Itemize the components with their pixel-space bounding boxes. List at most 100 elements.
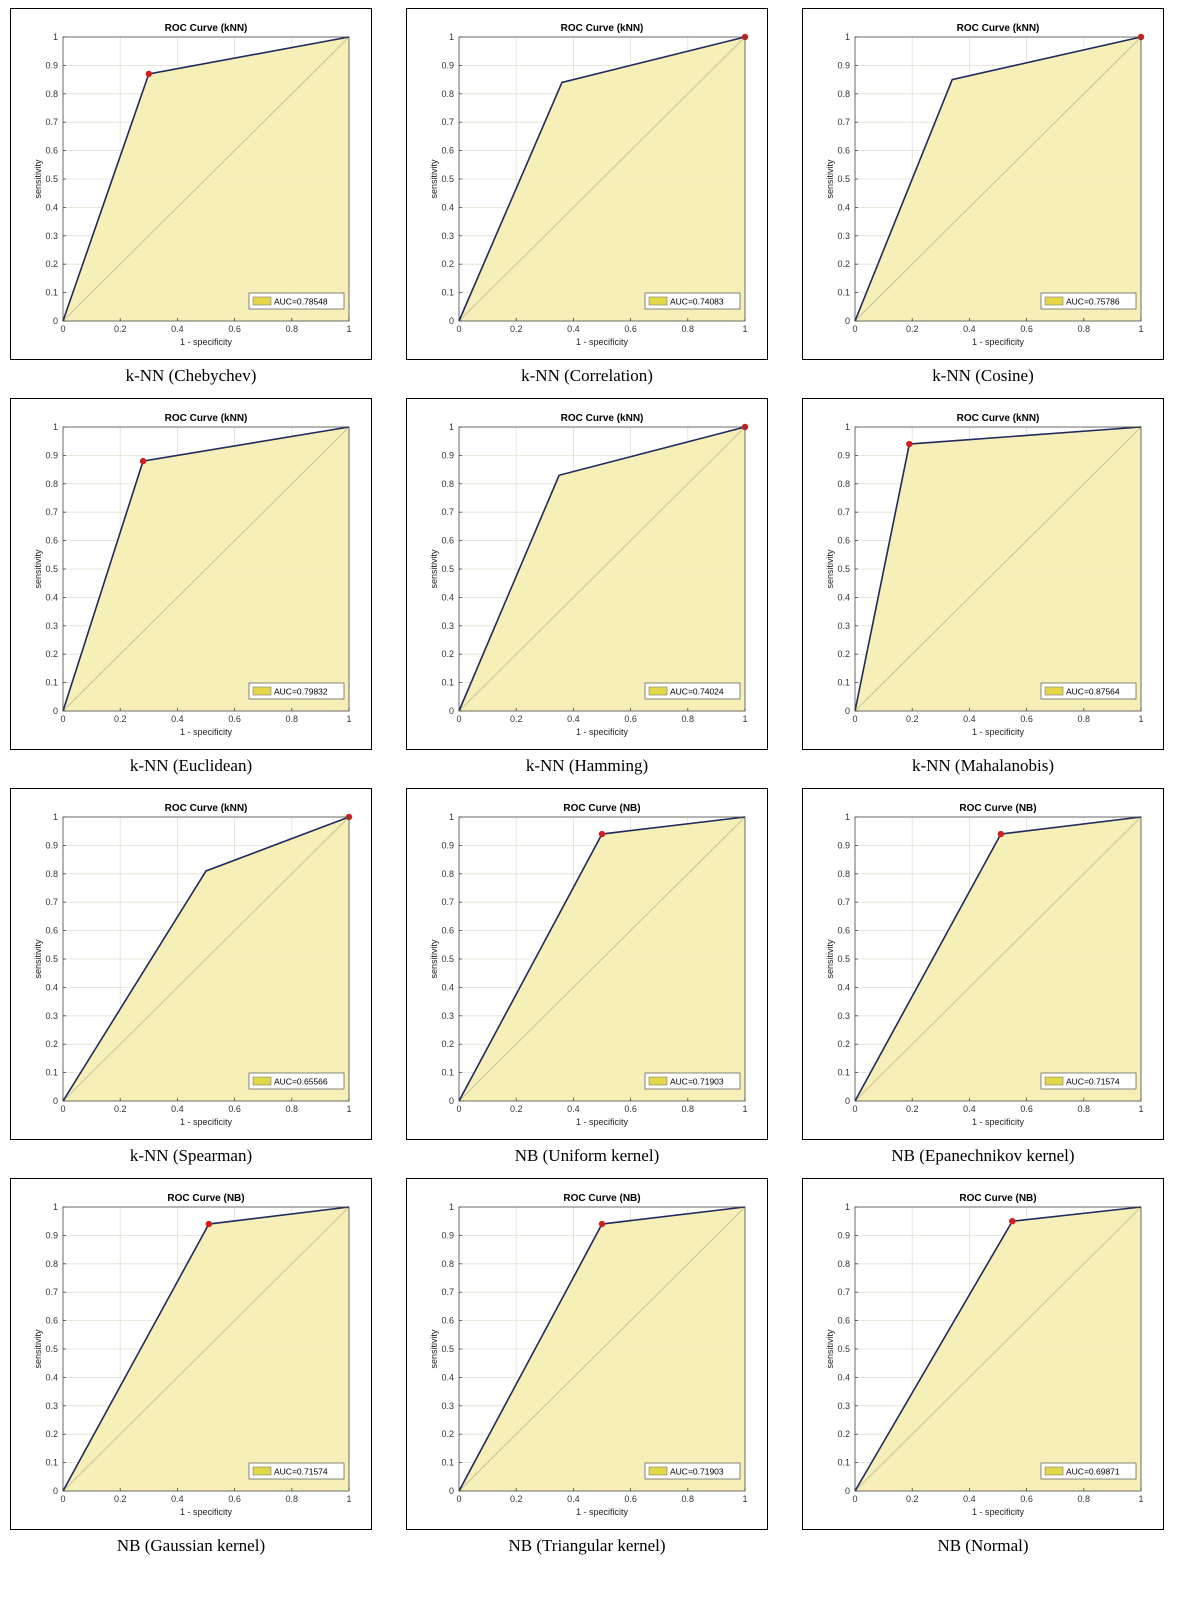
chance-diagonal	[458, 426, 746, 712]
y-tick-label: 0.2	[441, 1039, 454, 1049]
y-tick-label: 0.7	[837, 117, 850, 127]
y-tick-label: 0	[53, 706, 58, 716]
auc-label: AUC=0.87564	[1066, 687, 1120, 697]
y-tick-label: 0.3	[45, 1011, 58, 1021]
legend-swatch	[1044, 296, 1064, 306]
y-tick-label: 1	[845, 812, 850, 822]
y-tick-label: 0.8	[441, 869, 454, 879]
x-tick-label: 0.2	[510, 324, 523, 334]
y-tick-label: 0.8	[837, 1259, 850, 1269]
roc-chart-panel: 0 0.2 0.4 0.6 0.8 1 0 0.1 0.2 0.3 0.4 0.5 0.6 0.7 0.8 0…	[802, 8, 1164, 360]
y-tick-label: 0.7	[837, 1287, 850, 1297]
roc-chart-cell: 0 0.2 0.4 0.6 0.8 1 0 0.1 0.2 0.3 0.4 0.5 0.6 0.7 0.8 0…	[792, 398, 1164, 793]
roc-chart-svg: 0 0.2 0.4 0.6 0.8 1 0 0.1 0.2 0.3 0.4 0.5 0.6 0.7 0.8 0…	[825, 413, 1144, 737]
y-tick-label: 0.1	[837, 1458, 850, 1468]
y-tick-label: 0.3	[837, 621, 850, 631]
x-axis-label: 1 - specificity	[972, 1507, 1025, 1517]
y-tick-label: 0.2	[45, 1429, 58, 1439]
roc-chart-svg: 0 0.2 0.4 0.6 0.8 1 0 0.1 0.2 0.3 0.4 0.5 0.6 0.7 0.8 0…	[429, 23, 749, 347]
chart-title: ROC Curve (kNN)	[165, 23, 248, 34]
y-tick-label: 0.8	[45, 869, 58, 879]
roc-curve	[458, 426, 746, 712]
operating-point	[598, 1220, 606, 1228]
chart-title: ROC Curve (NB)	[167, 1193, 244, 1204]
y-tick-label: 0.4	[837, 982, 850, 992]
x-tick-label: 0.6	[1020, 1494, 1033, 1504]
y-tick-label: 0.6	[45, 1316, 58, 1326]
roc-chart-panel: 0 0.2 0.4 0.6 0.8 1 0 0.1 0.2 0.3 0.4 0.5 0.6 0.7 0.8 0…	[10, 1178, 372, 1530]
y-tick-label: 0.2	[45, 259, 58, 269]
y-tick-label: 0.2	[45, 1039, 58, 1049]
x-axis-label: 1 - specificity	[576, 1117, 629, 1127]
y-tick-label: 0.9	[441, 450, 454, 460]
roc-curve	[62, 816, 350, 1102]
x-tick-label: 0.6	[228, 714, 241, 724]
chart-title: ROC Curve (NB)	[563, 803, 640, 814]
y-tick-label: 0.3	[837, 231, 850, 241]
legend-swatch	[648, 296, 668, 306]
chart-caption: k-NN (Hamming)	[525, 756, 649, 775]
y-tick-label: 0.7	[441, 117, 454, 127]
x-tick-label: 0.2	[906, 714, 919, 724]
x-tick-label: 1	[742, 1104, 747, 1114]
x-tick-label: 0.6	[228, 1104, 241, 1114]
legend-swatch	[648, 686, 668, 696]
chance-diagonal	[458, 36, 746, 322]
legend: AUC=0.71574	[248, 1462, 345, 1480]
x-tick-label: 0	[60, 324, 65, 334]
roc-chart-panel: 0 0.2 0.4 0.6 0.8 1 0 0.1 0.2 0.3 0.4 0.5 0.6 0.7 0.8 0…	[802, 788, 1164, 1140]
y-tick-label: 0.3	[441, 1011, 454, 1021]
y-tick-label: 0.6	[837, 536, 850, 546]
y-tick-label: 0.5	[441, 564, 454, 574]
auc-label: AUC=0.71903	[670, 1077, 724, 1087]
roc-chart-cell: 0 0.2 0.4 0.6 0.8 1 0 0.1 0.2 0.3 0.4 0.5 0.6 0.7 0.8 0…	[0, 8, 372, 403]
y-tick-label: 0.1	[45, 288, 58, 298]
x-tick-label: 1	[346, 1104, 351, 1114]
chance-diagonal	[458, 1206, 746, 1492]
x-tick-label: 0.6	[624, 324, 637, 334]
legend-swatch	[648, 1076, 668, 1086]
legend-swatch	[252, 1466, 272, 1476]
y-tick-label: 0.2	[837, 1429, 850, 1439]
roc-curve	[854, 36, 1142, 322]
x-axis-label: 1 - specificity	[180, 1507, 233, 1517]
legend: AUC=0.69871	[1040, 1462, 1137, 1480]
y-tick-label: 1	[845, 422, 850, 432]
y-tick-label: 0	[845, 316, 850, 326]
operating-point	[906, 440, 913, 448]
chart-title: ROC Curve (NB)	[563, 1193, 640, 1204]
chance-diagonal	[62, 36, 350, 322]
x-tick-label: 0.2	[114, 1104, 127, 1114]
roc-chart-cell: 0 0.2 0.4 0.6 0.8 1 0 0.1 0.2 0.3 0.4 0.5 0.6 0.7 0.8 0…	[0, 398, 372, 793]
roc-chart-cell: 0 0.2 0.4 0.6 0.8 1 0 0.1 0.2 0.3 0.4 0.5 0.6 0.7 0.8 0…	[0, 788, 372, 1183]
y-tick-label: 0.1	[837, 1068, 850, 1078]
y-axis-label: sensitivity	[825, 939, 835, 979]
y-tick-label: 0.6	[441, 1316, 454, 1326]
chart-title: ROC Curve (NB)	[959, 1193, 1036, 1204]
y-tick-label: 1	[449, 1202, 454, 1212]
y-tick-label: 0.9	[837, 840, 850, 850]
x-tick-label: 0.8	[1078, 1494, 1091, 1504]
x-tick-label: 0.4	[567, 714, 580, 724]
y-tick-label: 0.6	[837, 1316, 850, 1326]
x-tick-label: 0	[852, 324, 857, 334]
x-tick-label: 0.6	[624, 714, 637, 724]
x-tick-label: 0.4	[171, 324, 184, 334]
y-axis-label: sensitivity	[825, 159, 835, 199]
chart-title: ROC Curve (kNN)	[957, 23, 1040, 34]
y-tick-label: 0.5	[45, 174, 58, 184]
y-tick-label: 0.8	[441, 1259, 454, 1269]
y-tick-label: 0	[53, 1486, 58, 1496]
x-tick-label: 0.2	[114, 324, 127, 334]
x-tick-label: 0.2	[510, 714, 523, 724]
y-tick-label: 0.8	[45, 89, 58, 99]
legend: AUC=0.79832	[248, 682, 345, 700]
x-tick-label: 1	[742, 1494, 747, 1504]
y-tick-label: 0.4	[441, 982, 454, 992]
y-tick-label: 0	[53, 1096, 58, 1106]
y-tick-label: 0.6	[45, 146, 58, 156]
chart-caption: k-NN (Cosine)	[932, 366, 1034, 385]
y-tick-label: 0.6	[837, 146, 850, 156]
y-tick-label: 0.5	[837, 564, 850, 574]
